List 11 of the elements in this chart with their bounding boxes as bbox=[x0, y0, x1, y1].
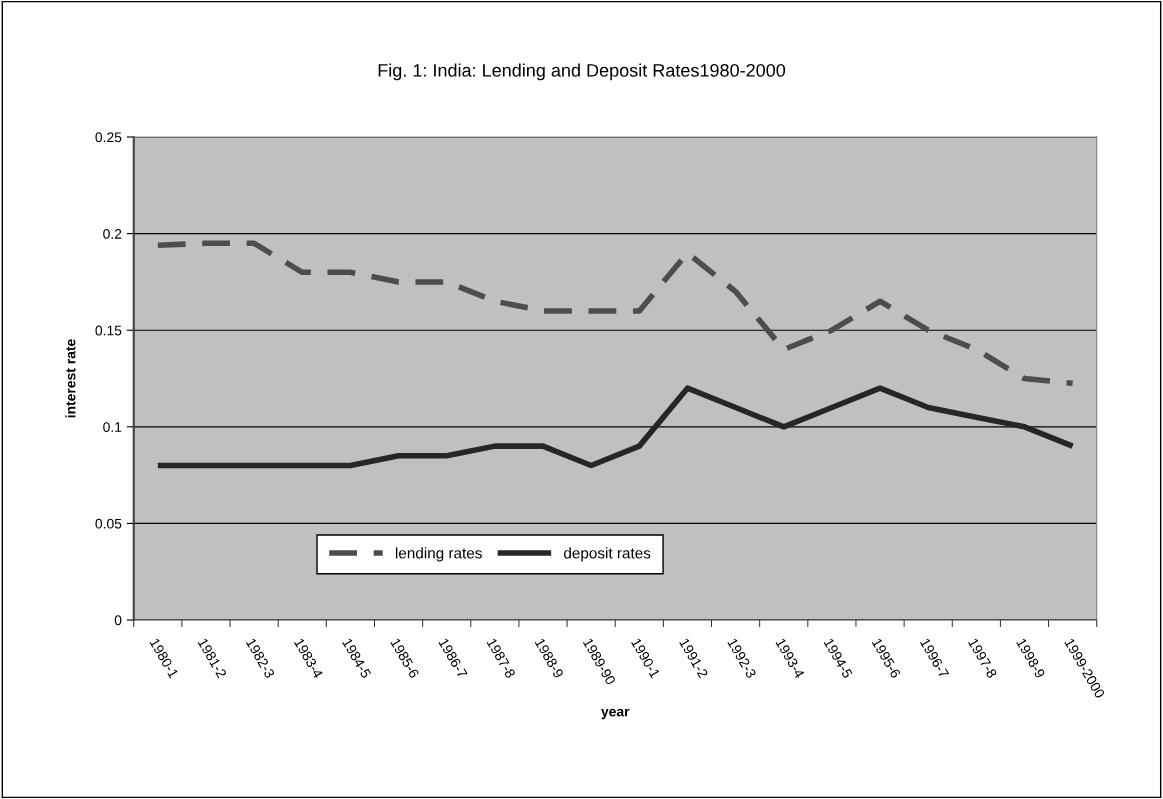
x-axis-title: year bbox=[601, 708, 630, 720]
y-tick-label: 0.05 bbox=[95, 518, 122, 529]
legend-label: deposit rates bbox=[564, 547, 651, 562]
y-axis-title: interest rate bbox=[65, 339, 76, 418]
chart-title: Fig. 1: India: Lending and Deposit Rates1980-2000 bbox=[378, 63, 786, 81]
y-tick-label: 0 bbox=[114, 615, 122, 626]
y-tick-label: 0.1 bbox=[103, 422, 122, 432]
y-tick-label: 0.2 bbox=[103, 228, 122, 239]
y-tick-label: 0.15 bbox=[95, 325, 122, 336]
legend-label: lending rates bbox=[395, 547, 482, 562]
y-tick-label: 0.25 bbox=[95, 132, 122, 143]
